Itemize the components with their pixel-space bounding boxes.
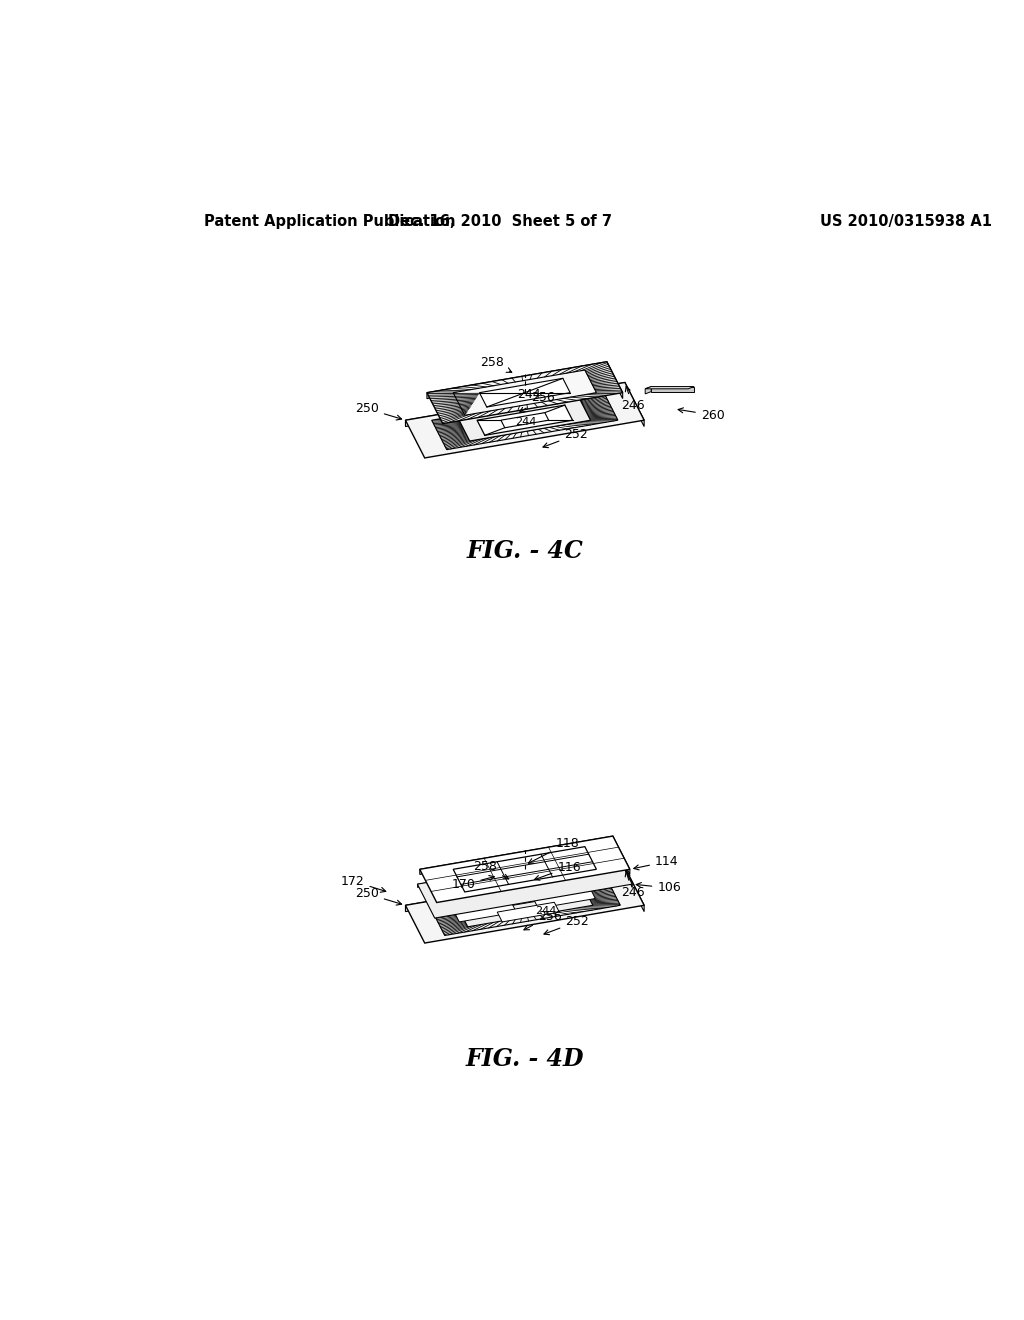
- Text: 260: 260: [678, 408, 725, 421]
- Text: 172: 172: [341, 875, 386, 892]
- Polygon shape: [645, 387, 694, 389]
- Text: 106: 106: [636, 882, 681, 895]
- Polygon shape: [567, 387, 610, 392]
- Text: 114: 114: [634, 855, 679, 870]
- Polygon shape: [501, 413, 549, 428]
- Text: Dec. 16, 2010  Sheet 5 of 7: Dec. 16, 2010 Sheet 5 of 7: [388, 214, 612, 230]
- Polygon shape: [455, 903, 516, 921]
- Polygon shape: [645, 387, 651, 393]
- Text: 252: 252: [543, 428, 588, 447]
- Polygon shape: [561, 387, 610, 389]
- Polygon shape: [459, 400, 591, 441]
- Text: 244: 244: [515, 417, 537, 428]
- Polygon shape: [427, 362, 607, 399]
- Text: 258: 258: [480, 356, 512, 372]
- Polygon shape: [406, 383, 644, 458]
- Text: FIG. - 4D: FIG. - 4D: [466, 1047, 584, 1072]
- Polygon shape: [406, 383, 625, 426]
- Text: 256: 256: [520, 391, 555, 412]
- Polygon shape: [561, 387, 567, 393]
- Polygon shape: [459, 400, 591, 441]
- Polygon shape: [418, 850, 614, 886]
- Polygon shape: [406, 867, 625, 912]
- Polygon shape: [457, 884, 593, 927]
- Polygon shape: [418, 853, 614, 887]
- Text: 244: 244: [517, 388, 541, 401]
- Text: 252: 252: [544, 915, 589, 935]
- Text: 116: 116: [535, 861, 581, 880]
- Polygon shape: [418, 851, 614, 886]
- Polygon shape: [534, 888, 595, 908]
- Polygon shape: [420, 836, 613, 874]
- Polygon shape: [490, 888, 552, 908]
- Polygon shape: [420, 836, 630, 903]
- Polygon shape: [625, 867, 644, 912]
- Polygon shape: [613, 836, 630, 874]
- Polygon shape: [625, 383, 644, 426]
- Polygon shape: [477, 405, 572, 436]
- Polygon shape: [614, 851, 632, 886]
- Text: 170: 170: [452, 875, 495, 891]
- Text: 118: 118: [528, 837, 579, 863]
- Text: 250: 250: [355, 403, 401, 420]
- Text: 250: 250: [355, 887, 401, 906]
- Text: 258: 258: [473, 861, 509, 879]
- Text: US 2010/0315938 A1: US 2010/0315938 A1: [819, 214, 991, 230]
- Text: 246: 246: [621, 387, 644, 412]
- Polygon shape: [479, 379, 570, 407]
- Polygon shape: [498, 903, 559, 921]
- Polygon shape: [607, 362, 623, 399]
- Polygon shape: [614, 850, 632, 886]
- Text: 256: 256: [524, 909, 561, 929]
- Polygon shape: [454, 846, 596, 892]
- Text: FIG. - 4C: FIG. - 4C: [466, 539, 584, 564]
- Text: Patent Application Publication: Patent Application Publication: [204, 214, 456, 230]
- Text: 246: 246: [621, 871, 644, 899]
- Polygon shape: [406, 867, 644, 942]
- Polygon shape: [614, 853, 632, 887]
- Polygon shape: [427, 362, 623, 424]
- Polygon shape: [418, 850, 632, 919]
- Text: 244: 244: [535, 906, 556, 916]
- Polygon shape: [651, 387, 694, 392]
